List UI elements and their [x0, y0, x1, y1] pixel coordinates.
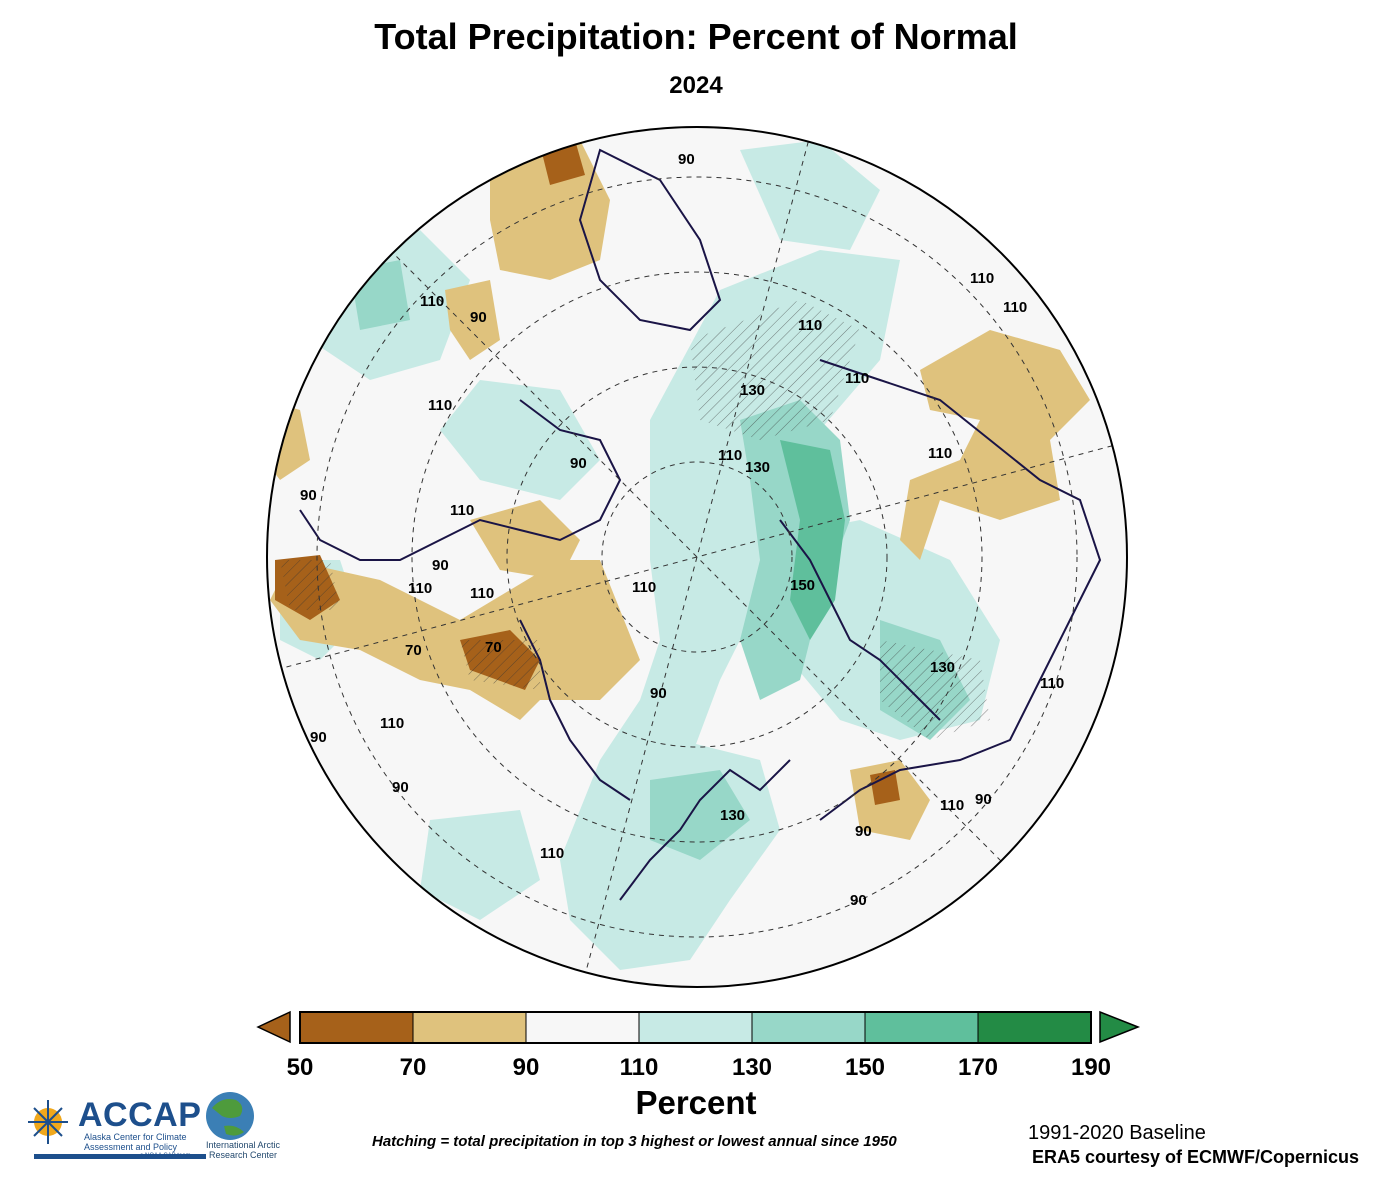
contour-label: 110	[380, 715, 404, 732]
colorbar-tick-label: 150	[844, 1054, 886, 1081]
contour-label: 90	[975, 791, 992, 808]
contour-label: 70	[405, 642, 422, 659]
contour-label: 110	[408, 580, 432, 597]
contour-label: 110	[940, 797, 964, 814]
coastline-alaska	[619, 759, 791, 901]
iarc-globe-icon	[206, 1092, 254, 1140]
contour-label: 130	[720, 807, 745, 824]
contour-label: 90	[432, 557, 449, 574]
colorbar-under-triangle	[256, 1010, 291, 1044]
map-boundary	[266, 126, 1128, 988]
wet-region-south	[420, 810, 540, 920]
contour-label: 110	[632, 579, 656, 596]
colorbar-tick-label: 70	[399, 1054, 427, 1081]
accap-full-name: Alaska Center for Climate Assessment and…	[84, 1132, 187, 1152]
latitude-circle-60	[411, 271, 983, 843]
accap-logo-text: ACCAP	[78, 1096, 202, 1134]
meridian-3	[392, 252, 1002, 862]
colorbar-segment	[864, 1011, 979, 1044]
contour-label: 150	[790, 577, 815, 594]
latitude-circle-80	[601, 461, 793, 653]
contour-label: 110	[928, 445, 952, 462]
accap-underline	[34, 1154, 206, 1159]
contour-label: 110	[1040, 675, 1064, 692]
colorbar-tick-label: 170	[957, 1054, 999, 1081]
coastline-canada	[819, 359, 1102, 821]
hatch-region-4	[460, 640, 540, 690]
colorbar-tick-label: 90	[512, 1054, 540, 1081]
colorbar-tick-label: 50	[286, 1054, 314, 1081]
colorbar-segment	[525, 1011, 640, 1044]
contour-label: 110	[420, 293, 444, 310]
contour-label: 110	[428, 397, 452, 414]
colorbar-tick-label: 110	[619, 1054, 659, 1081]
contour-label: 90	[678, 151, 695, 168]
coastline-europe	[779, 519, 941, 721]
contour-label: 90	[310, 729, 327, 746]
wet-core-3	[650, 770, 750, 860]
dry-region-asia-north	[470, 500, 580, 580]
coastline-greenland	[578, 148, 722, 332]
colorbar-tick-label: 130	[731, 1054, 773, 1081]
contour-label: 110	[845, 370, 869, 387]
latitude-circle-50	[316, 176, 1078, 938]
map-year: 2024	[669, 72, 723, 99]
hatch-region-1	[690, 300, 860, 440]
contour-label: 110	[450, 502, 474, 519]
contour-label: 110	[798, 317, 822, 334]
colorbar-segment	[638, 1011, 753, 1044]
data-credit: ERA5 courtesy of ECMWF/Copernicus	[1032, 1147, 1360, 1167]
contour-label: 90	[850, 892, 867, 909]
colorbar-segment	[751, 1011, 866, 1044]
colorbar-segment	[977, 1011, 1092, 1044]
colorbar-title: Percent	[635, 1084, 757, 1121]
contour-label: 110	[970, 270, 994, 287]
contour-label: 90	[570, 455, 587, 472]
colorbar-over-triangle	[1099, 1010, 1141, 1044]
accap-emblem-icon	[28, 1100, 68, 1144]
hatch-region-3	[280, 560, 340, 610]
contour-label: 70	[485, 639, 502, 656]
contour-label: 130	[740, 382, 765, 399]
baseline-label: 1991-2020 Baseline	[1028, 1122, 1206, 1144]
map-title: Total Precipitation: Percent of Normal	[374, 16, 1018, 57]
colorbar-frame	[299, 1011, 1092, 1044]
very-dry-core-4	[870, 770, 900, 805]
contour-label: 90	[855, 823, 872, 840]
contour-label: 90	[300, 487, 317, 504]
hatch-region-2	[880, 640, 990, 740]
dry-region-central-asia	[270, 560, 640, 720]
map-disk: 90 110 110 110 90 110 110 130 110 90 110…	[267, 127, 1127, 987]
wet-region-north	[740, 140, 880, 250]
contour-label: 110	[470, 585, 494, 602]
coastline-siberia	[299, 399, 622, 561]
colorbar-segment	[412, 1011, 527, 1044]
contour-label: 130	[930, 659, 955, 676]
colorbar-segment	[299, 1011, 414, 1044]
contour-label: 110	[1003, 299, 1027, 316]
contour-label: 110	[718, 447, 742, 464]
dry-region-siberia-mid	[445, 280, 500, 360]
coastline-east-asia	[519, 619, 631, 801]
colorbar	[256, 1010, 1141, 1044]
iarc-logo-text: International Arctic Research Center	[205, 1140, 281, 1160]
colorbar-tick-label: 190	[1070, 1054, 1112, 1081]
very-wet-core	[780, 440, 845, 640]
hatching-footnote: Hatching = total precipitation in top 3 …	[372, 1133, 897, 1150]
wet-region-asia	[440, 380, 600, 500]
contour-label: 90	[470, 309, 487, 326]
contour-label: 90	[392, 779, 409, 796]
contour-label: 110	[540, 845, 564, 862]
latitude-circle-70	[506, 366, 888, 748]
contour-label: 130	[745, 459, 770, 476]
contour-label: 90	[650, 685, 667, 702]
accap-tagline: a NOAA CAP team	[140, 1153, 191, 1159]
